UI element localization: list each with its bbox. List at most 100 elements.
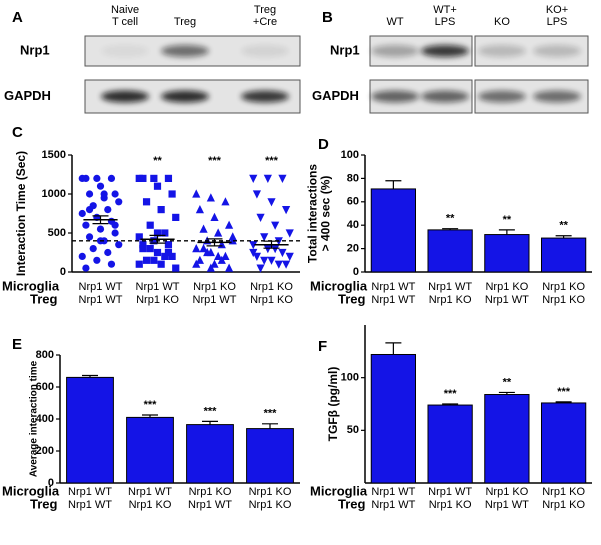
group-name: Treg (30, 496, 58, 511)
data-point (115, 198, 123, 206)
blot-band (533, 90, 581, 103)
data-point (252, 252, 262, 261)
data-point (153, 182, 162, 190)
group-value: Nrp1 KO (193, 281, 236, 293)
bar (540, 402, 587, 484)
data-point (195, 205, 205, 214)
data-point (78, 209, 86, 218)
y-tick-label: 20 (347, 243, 359, 255)
group-value: Nrp1 KO (129, 499, 172, 511)
bar (427, 404, 473, 484)
y-tick-label: 500 (48, 227, 66, 239)
data-point (164, 248, 173, 257)
data-point (146, 245, 154, 253)
data-point (267, 198, 276, 207)
blot-column-label: T cell (112, 16, 138, 28)
significance-label: *** (265, 155, 279, 167)
data-point (78, 252, 86, 260)
data-point (274, 260, 283, 269)
data-point (252, 190, 262, 199)
significance-label: ** (503, 214, 512, 226)
blot-row-label: Nrp1 (20, 42, 50, 57)
group-name: Microglia (310, 483, 368, 498)
error-bar (385, 342, 402, 355)
data-point (221, 251, 230, 260)
y-axis-label: Interaction Time (Sec) (14, 151, 28, 276)
group-name: Microglia (2, 278, 60, 293)
group-name: Treg (338, 291, 366, 306)
data-point (256, 213, 265, 222)
data-point (96, 182, 105, 190)
significance-label: ** (503, 376, 512, 388)
group-value: Nrp1 KO (542, 281, 585, 293)
data-point (267, 256, 276, 265)
y-axis-label: Total interactions (306, 164, 320, 263)
data-point (135, 233, 143, 241)
y-tick-label: 400 (36, 413, 54, 425)
data-point (139, 245, 147, 253)
blot-row-label: GAPDH (312, 88, 359, 103)
error-bar (498, 229, 515, 235)
error-bar (262, 423, 278, 429)
data-point (168, 252, 176, 260)
panel-label: F (318, 338, 327, 355)
blot-column-label: WT+ (433, 4, 457, 16)
data-point (285, 229, 294, 238)
y-tick-label: 200 (36, 445, 54, 457)
significance-label: ** (559, 220, 568, 232)
group-value: Nrp1 KO (542, 499, 585, 511)
group-value: Nrp1 KO (542, 294, 585, 306)
group-name: Treg (30, 291, 58, 306)
blot-band (371, 90, 419, 103)
data-point (192, 189, 201, 198)
error-bar (385, 180, 402, 189)
group-value: Nrp1 WT (371, 499, 415, 511)
data-point (85, 190, 94, 198)
data-point (107, 174, 116, 182)
data-point (82, 221, 90, 229)
bar (370, 188, 417, 273)
group-name: Microglia (310, 278, 368, 293)
y-tick-label: 0 (353, 266, 359, 278)
y-tick-label: 100 (341, 372, 359, 384)
blot-band (101, 90, 149, 103)
data-point (192, 244, 201, 253)
group-value: Nrp1 KO (250, 281, 293, 293)
group-value: Nrp1 WT (68, 486, 112, 498)
data-point (281, 206, 291, 215)
blot-band (161, 45, 209, 57)
data-point (82, 174, 90, 182)
data-point (214, 228, 223, 237)
error-bar (149, 234, 166, 244)
group-value: Nrp1 KO (429, 294, 472, 306)
group-value: Nrp1 WT (371, 294, 415, 306)
data-point (164, 174, 173, 182)
data-point (104, 206, 112, 214)
group-value: Nrp1 KO (485, 281, 528, 293)
data-point (93, 174, 101, 182)
blot-column-label: Treg (174, 16, 196, 28)
data-point (278, 174, 287, 183)
group-name: Treg (338, 496, 366, 511)
significance-label: *** (444, 388, 458, 400)
significance-label: *** (264, 408, 278, 420)
blot-band (421, 90, 469, 103)
group-value: Nrp1 KO (249, 499, 292, 511)
group-value: Nrp1 KO (249, 486, 292, 498)
data-point (285, 252, 294, 261)
error-bar (202, 420, 218, 425)
data-point (157, 206, 165, 214)
blot-column-label: WT (386, 16, 403, 28)
data-point (93, 256, 101, 264)
bar (126, 416, 174, 484)
data-point (111, 229, 119, 237)
data-point (100, 190, 108, 198)
y-tick-label: 100 (341, 149, 359, 161)
blot-band (421, 45, 469, 57)
y-axis-label: TGFβ (pg/ml) (326, 367, 340, 442)
data-point (157, 260, 165, 268)
error-bar (498, 391, 515, 395)
data-point (221, 197, 230, 206)
group-name: Microglia (2, 483, 60, 498)
y-tick-label: 1500 (42, 149, 66, 161)
